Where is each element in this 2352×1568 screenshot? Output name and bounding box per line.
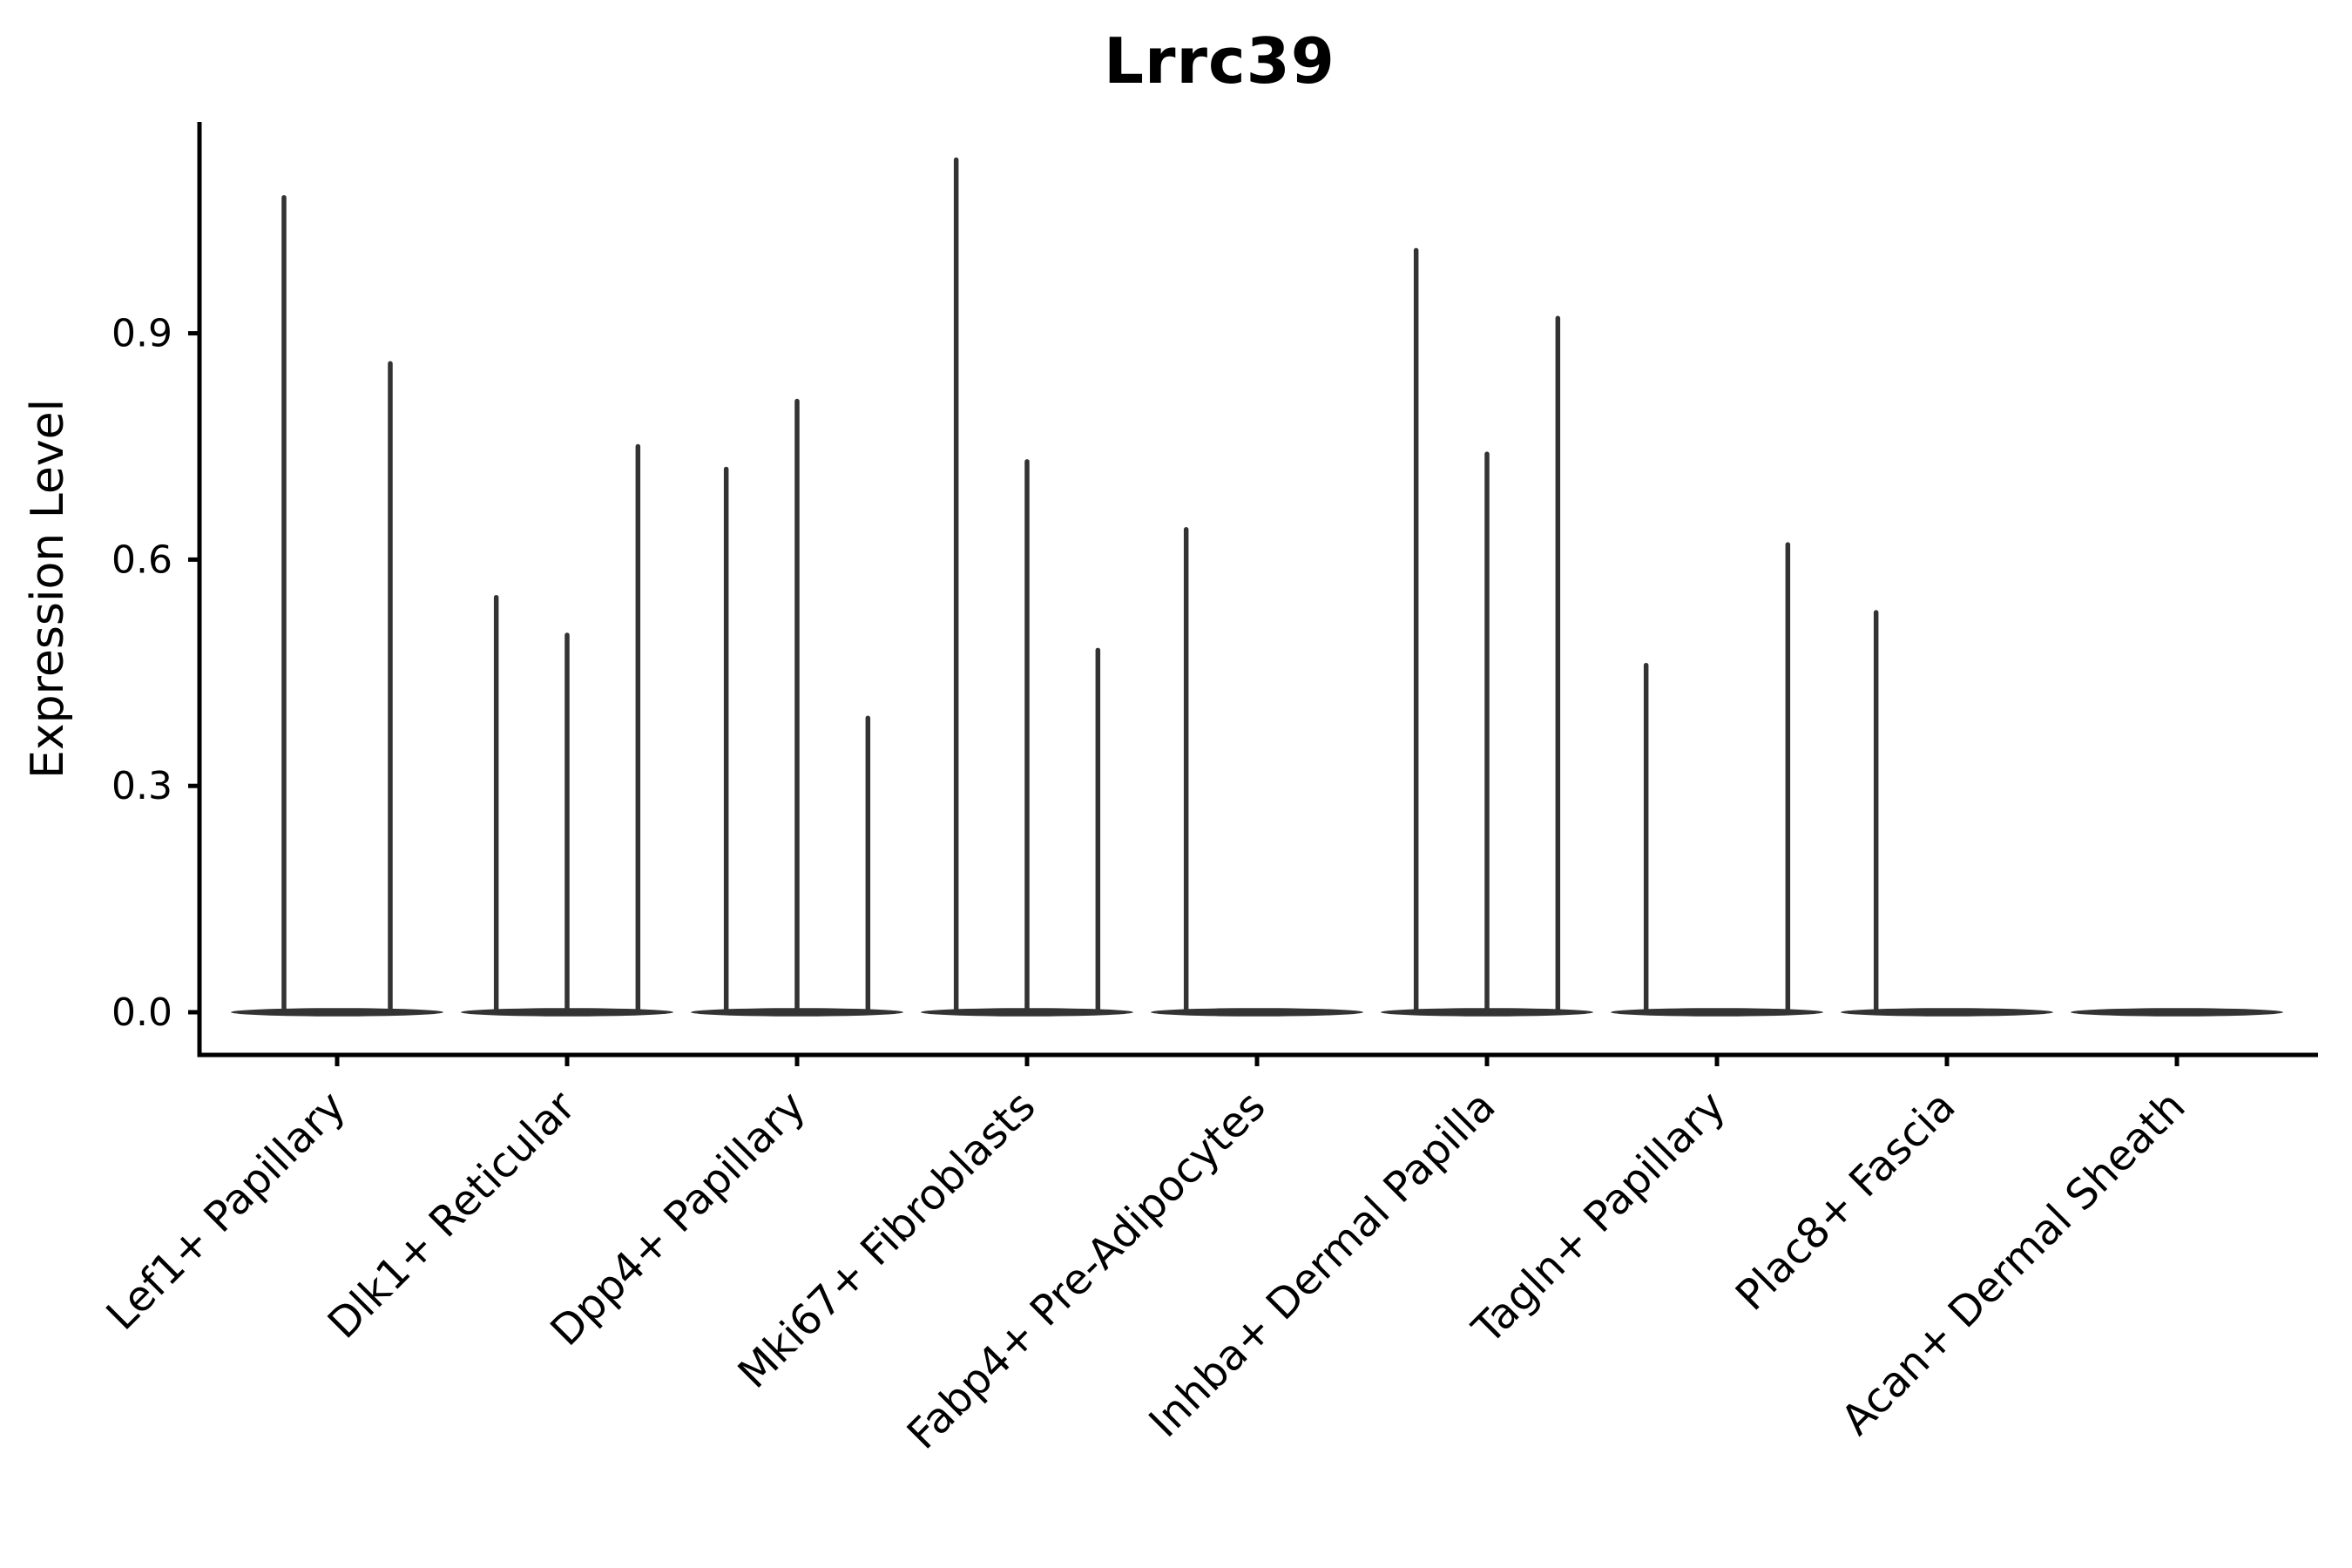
violin-base: [1611, 1008, 1823, 1017]
y-axis-label: Expression Level: [22, 399, 74, 779]
x-tick-label: Lef1+ Papillary: [98, 1082, 355, 1340]
y-tick-label: 0.6: [112, 537, 172, 582]
x-tick-label: Dpp4+ Papillary: [541, 1082, 814, 1355]
x-tick-label: Plac8+ Fascia: [1727, 1082, 1965, 1321]
y-tick-label: 0.3: [112, 764, 172, 808]
x-tick-label: Dlk1+ Reticular: [319, 1082, 585, 1348]
violin-base: [231, 1008, 443, 1017]
y-tick-label: 0.0: [112, 990, 172, 1035]
y-tick-label: 0.9: [112, 312, 172, 356]
chart-title: Lrrc39: [1104, 24, 1335, 98]
violin-base: [1151, 1008, 1363, 1017]
violin-base: [2071, 1008, 2283, 1017]
violin-layer: [231, 157, 2283, 1017]
violin-base: [1841, 1008, 2053, 1017]
x-tick-label: Tagln+ Papillary: [1463, 1082, 1734, 1354]
